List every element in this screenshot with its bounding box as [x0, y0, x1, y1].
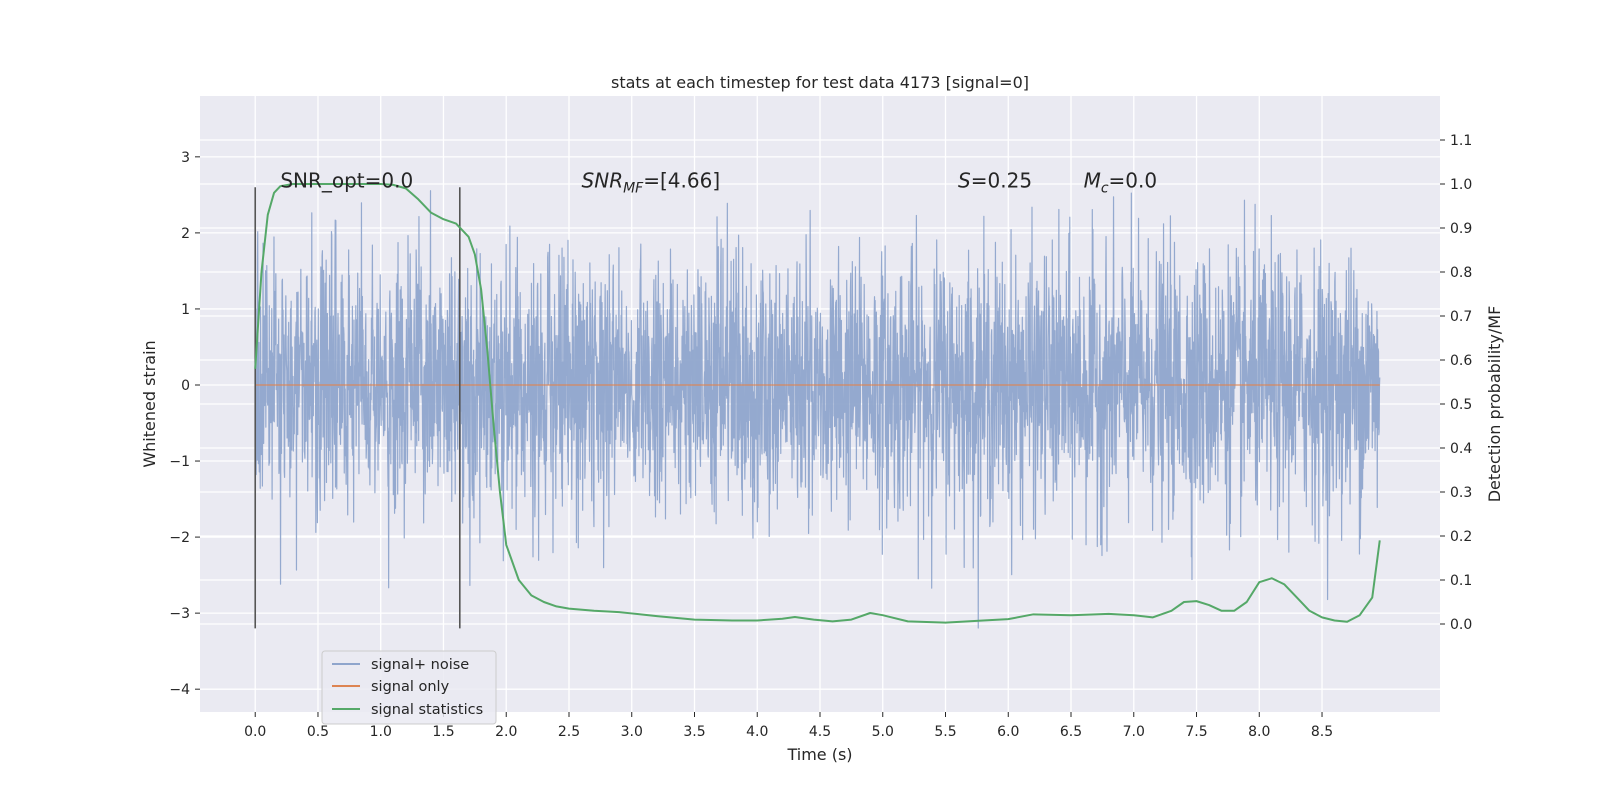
series-signal-statistics — [254, 183, 1381, 624]
chart-title: stats at each timestep for test data 417… — [611, 73, 1029, 92]
x-tick-label-6: 3.0 — [621, 724, 643, 740]
annotation-s-label: =0.25 — [971, 168, 1032, 192]
y-right-tick-label-2: 0.2 — [1450, 529, 1472, 545]
annotation-snr-opt-label: SNR_opt=0.0 — [280, 168, 413, 192]
legend: signal+ noise signal only signal statist… — [321, 650, 497, 725]
annotation-snr-mf-label: =[4.66] — [643, 168, 720, 192]
x-tick-label-17: 8.5 — [1311, 724, 1333, 740]
series-signal-noise — [254, 190, 1381, 629]
y-tick-label-6: 2 — [181, 226, 190, 242]
x-tick-label-11: 5.5 — [934, 724, 956, 740]
x-tick-label-14: 7.0 — [1123, 724, 1145, 740]
annotation-mc-base: M — [1084, 168, 1101, 192]
y-right-tick-label-3: 0.3 — [1450, 485, 1472, 501]
annotation-snr-mf: SNRMF=[4.66] — [582, 168, 721, 196]
annotation-mc: Mc=0.0 — [1084, 168, 1158, 196]
y-right-tick-label-1: 0.1 — [1450, 573, 1472, 589]
y-axis-label: Whitened strain — [140, 340, 159, 467]
x-tick-label-1: 0.5 — [307, 724, 329, 740]
x-tick-label-3: 1.5 — [432, 724, 454, 740]
annotation-s: S=0.25 — [958, 168, 1032, 192]
y-axis-right-label: Detection probability/MF — [1485, 306, 1504, 503]
series-layer — [254, 183, 1381, 629]
y-tick-label-0: −4 — [169, 682, 190, 698]
legend-box — [321, 650, 497, 725]
x-axis-label: Time (s) — [786, 745, 852, 764]
y-tick-label-1: −3 — [169, 606, 190, 622]
x-tick-label-10: 5.0 — [872, 724, 894, 740]
y-right-tick-label-0: 0.0 — [1450, 617, 1472, 633]
x-tick-label-13: 6.5 — [1060, 724, 1082, 740]
x-tick-label-16: 8.0 — [1248, 724, 1270, 740]
y-tick-label-5: 1 — [181, 302, 190, 318]
y-right-tick-label-5: 0.5 — [1450, 397, 1472, 413]
legend-label-signal-only: signal only — [371, 679, 450, 695]
annotations: SNR_opt=0.0 SNRMF=[4.66] S=0.25 Mc=0.0 — [280, 168, 1157, 196]
x-tick-label-7: 3.5 — [683, 724, 705, 740]
y-right-tick-label-10: 1.0 — [1450, 177, 1472, 193]
x-tick-label-15: 7.5 — [1185, 724, 1207, 740]
y-right-tick-label-4: 0.4 — [1450, 441, 1472, 457]
annotation-mc-sub: c — [1101, 180, 1109, 196]
x-axis-ticks: 0.0 0.5 1.0 1.5 2.0 2.5 3.0 3.5 4.0 4.5 5.0 5.5 6.0 6… — [244, 712, 1333, 740]
y-tick-label-3: −1 — [169, 454, 190, 470]
x-tick-label-12: 6.0 — [997, 724, 1019, 740]
y-tick-label-4: 0 — [181, 378, 190, 394]
y-right-tick-label-11: 1.1 — [1450, 133, 1472, 149]
legend-label-signal-noise: signal+ noise — [371, 657, 469, 673]
y-right-tick-label-7: 0.7 — [1450, 309, 1472, 325]
x-tick-label-9: 4.5 — [809, 724, 831, 740]
x-tick-label-8: 4.0 — [746, 724, 768, 740]
y-axis-ticks: −4 −3 −2 −1 0 1 2 3 — [169, 150, 200, 698]
x-tick-label-0: 0.0 — [244, 724, 266, 740]
annotation-mc-label: =0.0 — [1109, 168, 1158, 192]
y-tick-label-7: 3 — [181, 150, 190, 166]
y-tick-label-2: −2 — [169, 530, 190, 546]
y-right-tick-label-6: 0.6 — [1450, 353, 1472, 369]
annotation-s-base: S — [958, 168, 971, 192]
legend-label-signal-statistics: signal statistics — [371, 702, 483, 718]
y-right-tick-label-9: 0.9 — [1450, 221, 1472, 237]
y-right-tick-label-8: 0.8 — [1450, 265, 1472, 281]
annotation-snr-mf-base: SNR — [582, 168, 624, 192]
x-tick-label-2: 1.0 — [370, 724, 392, 740]
annotation-snr-opt: SNR_opt=0.0 — [280, 168, 413, 192]
annotation-snr-mf-sub: MF — [623, 180, 644, 196]
y-axis-right-ticks: 0.0 0.1 0.2 0.3 0.4 0.5 0.6 0.7 0.8 0.9 1.0 1.1 — [1440, 133, 1472, 633]
x-tick-label-5: 2.5 — [558, 724, 580, 740]
x-tick-label-4: 2.0 — [495, 724, 517, 740]
